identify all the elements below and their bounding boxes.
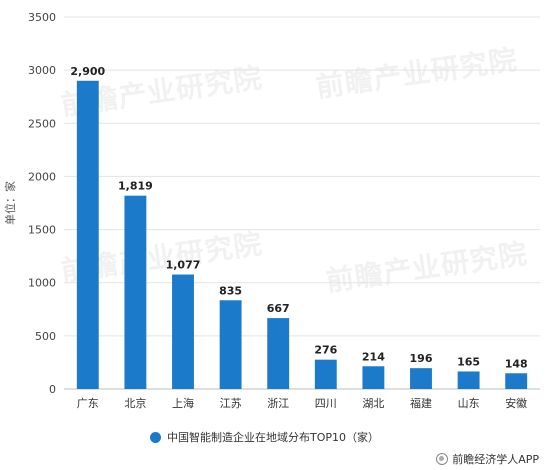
- bar: [124, 195, 147, 389]
- brand-text: 前瞻经济学人APP: [452, 453, 539, 466]
- y-tick-label: 3000: [28, 64, 56, 77]
- legend-marker: [150, 431, 161, 443]
- bar: [76, 80, 99, 390]
- x-tick-label: 安徽: [505, 396, 527, 410]
- y-tick-label: 2500: [28, 117, 56, 130]
- x-tick-label: 广东: [77, 397, 99, 410]
- x-tick-label: 浙江: [267, 397, 289, 410]
- data-label: 148: [505, 357, 528, 370]
- x-tick-label: 山东: [458, 397, 480, 410]
- y-axis-label: 单位：家: [3, 181, 17, 225]
- y-tick-label: 3500: [28, 11, 56, 24]
- data-label: 1,819: [118, 180, 153, 193]
- data-label: 165: [457, 355, 480, 368]
- y-tick-label: 1500: [28, 224, 56, 237]
- bar: [457, 371, 480, 389]
- legend: 中国智能制造企业在地域分布TOP10（家）: [150, 429, 379, 445]
- data-label: 667: [267, 302, 290, 315]
- y-tick-label: 500: [35, 330, 56, 343]
- x-tick-label: 四川: [315, 397, 337, 410]
- data-label: 835: [219, 284, 242, 297]
- bar: [172, 274, 194, 389]
- x-tick-label: 上海: [172, 396, 194, 410]
- y-tick-label: 2000: [28, 170, 56, 183]
- data-label: 196: [410, 352, 433, 365]
- x-tick-label: 福建: [410, 396, 432, 410]
- x-tick-label: 江苏: [220, 397, 242, 410]
- bar: [505, 373, 528, 389]
- bar: [362, 366, 385, 389]
- data-label: 1,077: [166, 259, 201, 272]
- x-tick-label: 北京: [124, 396, 146, 410]
- bar: [314, 359, 337, 389]
- brand-footer: 前瞻经济学人APP: [436, 451, 539, 467]
- y-tick-label: 0: [49, 383, 56, 396]
- brand-logo-icon: [436, 453, 449, 465]
- data-label: 2,900: [70, 65, 105, 78]
- bar: [267, 318, 290, 389]
- x-tick-label: 湖北: [362, 397, 384, 410]
- bar: [410, 368, 432, 389]
- bar-chart: 0 500 1000 1500 2000 2500 3000 3500 单位：家 2,900 广东 1…: [3, 11, 540, 410]
- y-tick-label: 1000: [28, 277, 56, 290]
- data-label: 214: [362, 350, 385, 363]
- legend-label: 中国智能制造企业在地域分布TOP10（家）: [167, 431, 380, 444]
- data-label: 276: [314, 344, 337, 357]
- bar: [219, 300, 242, 389]
